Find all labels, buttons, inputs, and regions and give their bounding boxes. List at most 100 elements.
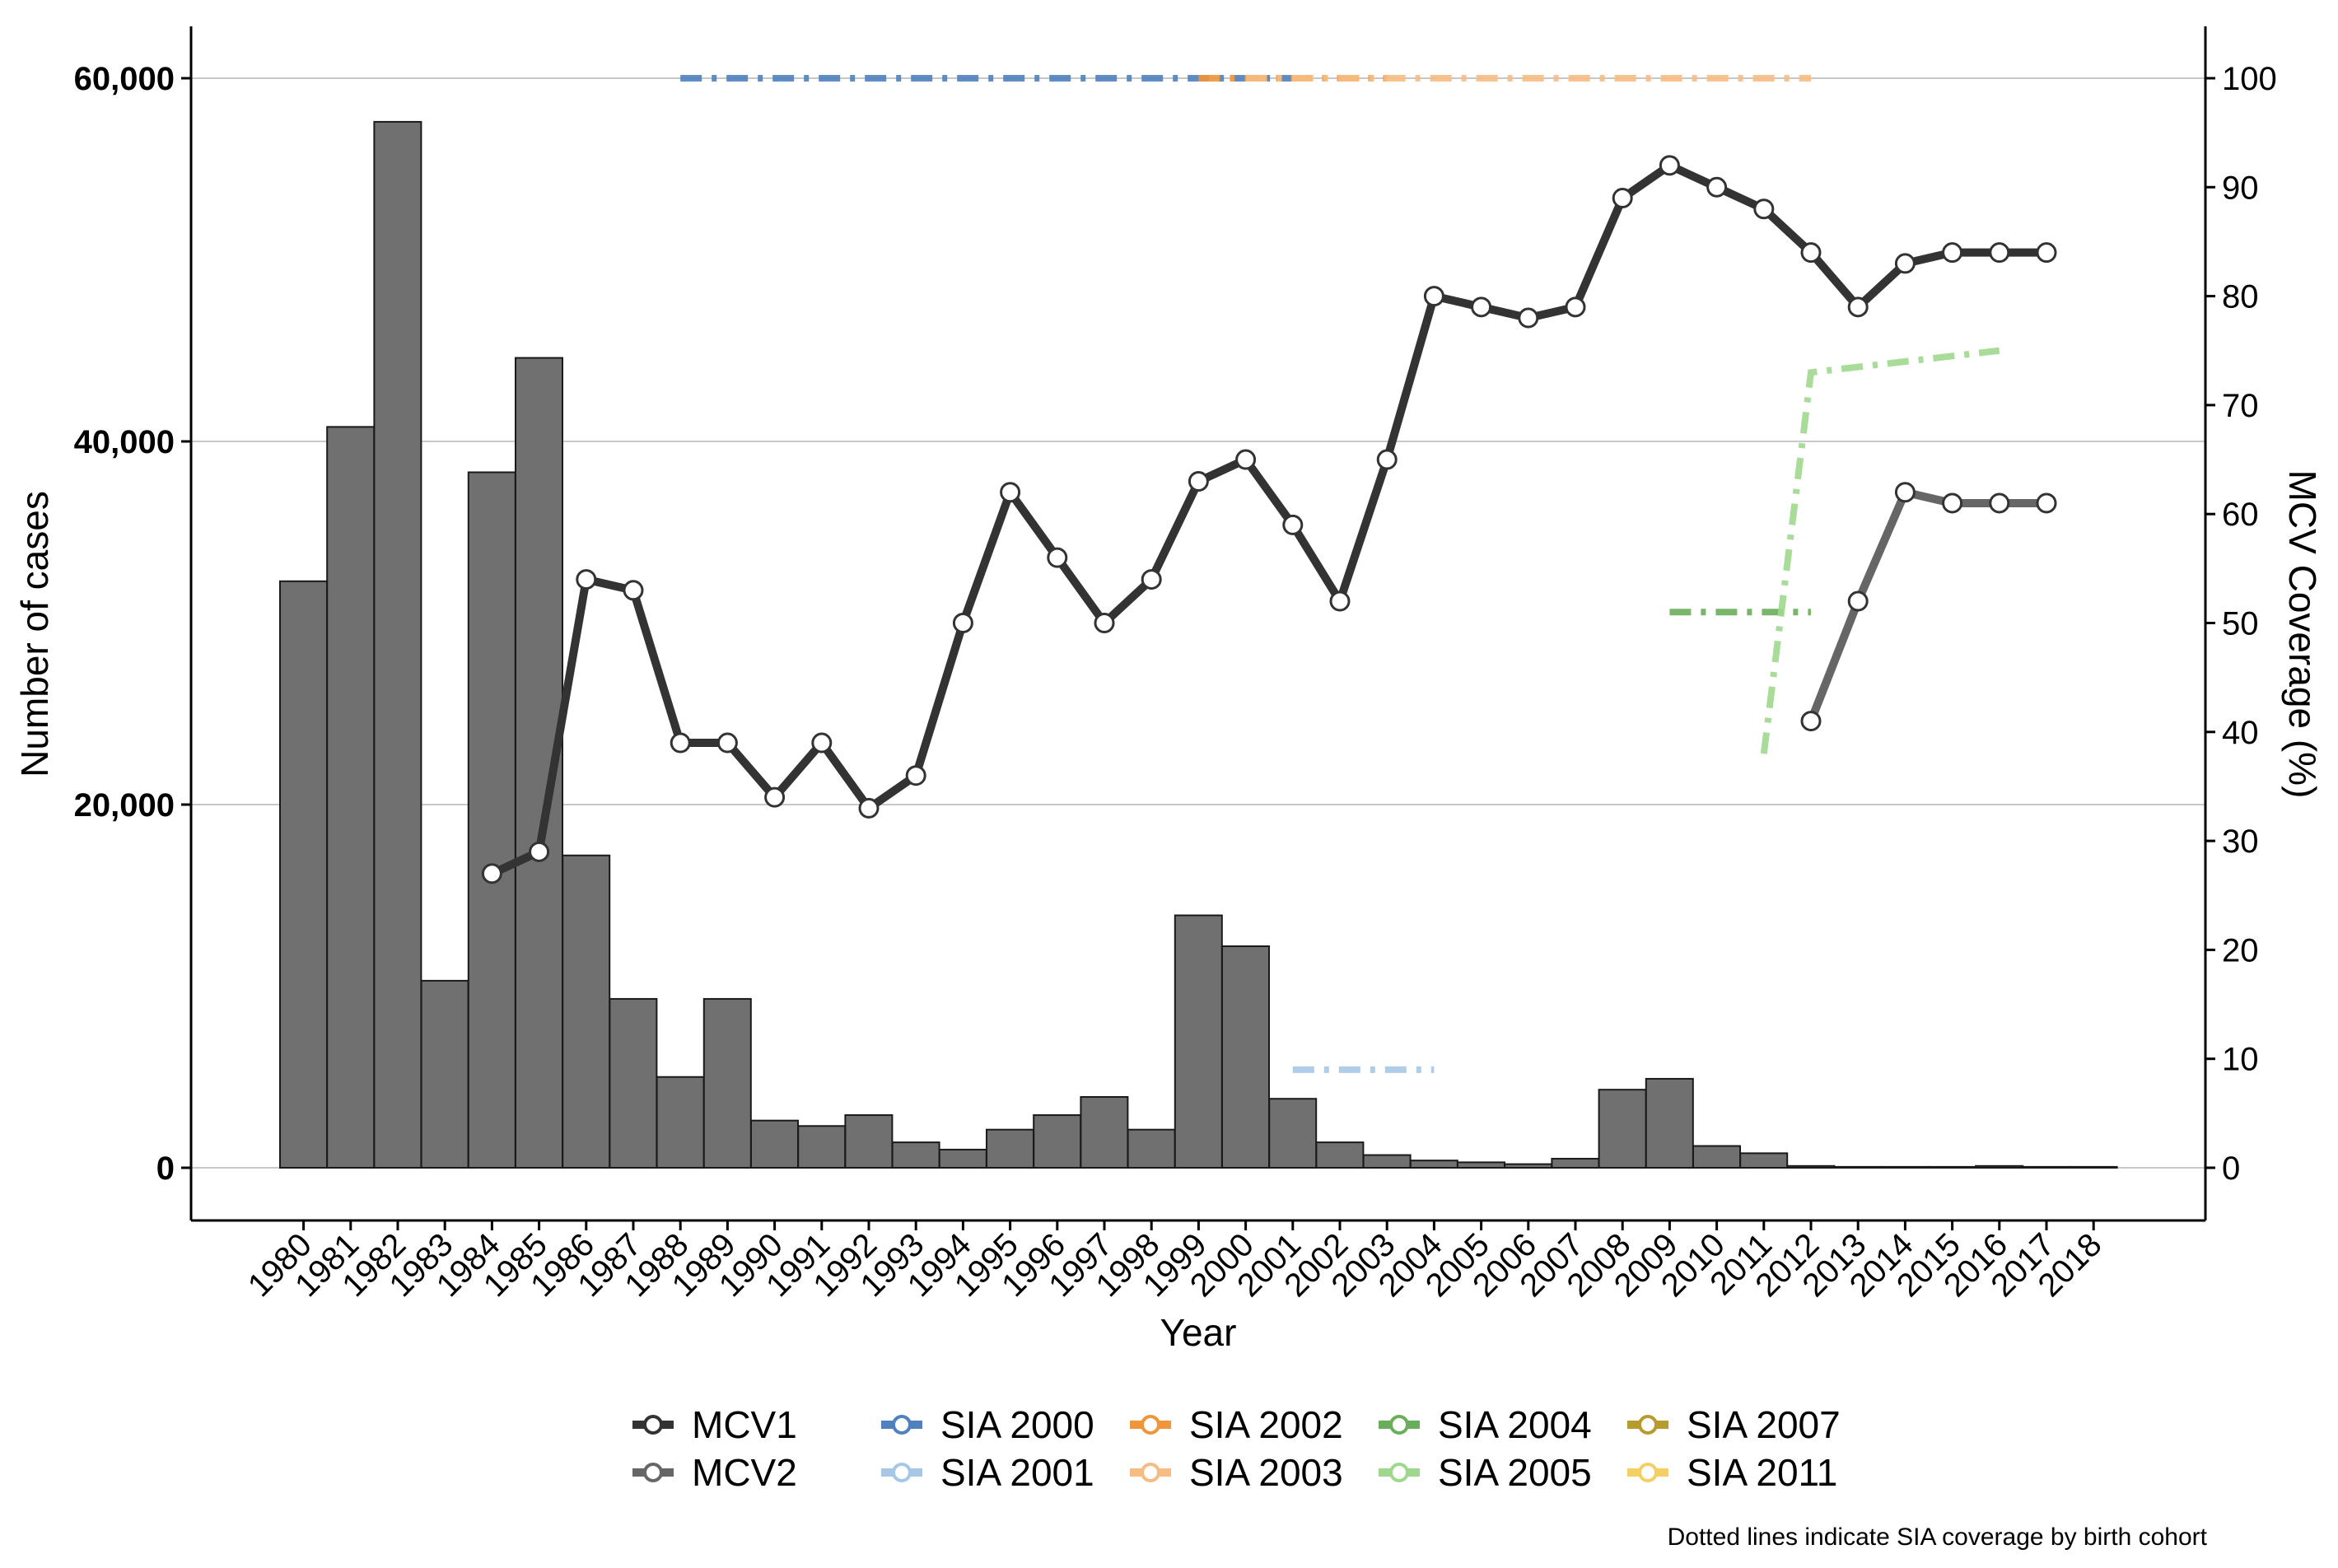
bar	[2069, 1165, 2118, 1169]
bar	[1409, 1160, 1458, 1169]
bar	[1880, 1165, 1930, 1169]
bar	[1692, 1145, 1741, 1169]
data-point	[1047, 547, 1068, 568]
data-point	[858, 797, 880, 819]
legend-marker	[1389, 1415, 1409, 1435]
sia-line	[1760, 347, 2000, 754]
y2-tick-label: 60	[2222, 497, 2259, 533]
coverage-line	[1807, 488, 2046, 723]
legend-marker	[1141, 1463, 1160, 1482]
legend-marker	[643, 1463, 663, 1482]
bar	[1033, 1114, 1082, 1169]
legend-label: SIA 2011	[1687, 1451, 1837, 1494]
legend-item: SIA 2001	[881, 1451, 1094, 1494]
y2-tick-label: 50	[2222, 606, 2259, 642]
bar	[373, 120, 422, 1169]
bar	[326, 426, 376, 1169]
y-tick-label: 40,000	[74, 424, 175, 460]
data-point	[1329, 590, 1351, 612]
data-point	[1894, 253, 1916, 274]
legend-item: SIA 2007	[1627, 1403, 1841, 1446]
y-axis-title: Number of cases	[13, 491, 56, 777]
bar	[1174, 914, 1223, 1169]
legend-item: SIA 2003	[1130, 1451, 1343, 1494]
data-point	[1000, 482, 1021, 503]
data-point	[1094, 613, 1115, 633]
legend-label: MCV2	[692, 1451, 797, 1494]
bar	[2022, 1165, 2071, 1169]
legend-marker	[892, 1463, 912, 1482]
coverage-line	[490, 161, 2046, 878]
bar	[609, 997, 658, 1169]
footnote: Dotted lines indicate SIA coverage by bi…	[1668, 1524, 2208, 1551]
bar	[467, 471, 516, 1169]
legend-marker	[643, 1415, 663, 1435]
bar	[1221, 945, 1270, 1169]
bar	[891, 1141, 940, 1169]
bar	[750, 1119, 799, 1169]
bar	[1598, 1089, 1647, 1169]
bar	[1457, 1161, 1505, 1169]
bar	[986, 1128, 1034, 1169]
y2-tick-label: 40	[2222, 715, 2259, 751]
x-axis-title: Year	[1160, 1311, 1237, 1354]
sia-lines	[680, 75, 2000, 1073]
y2-tick-label: 100	[2222, 61, 2277, 97]
bar	[1080, 1096, 1129, 1169]
legend-label: SIA 2002	[1189, 1403, 1343, 1446]
bar	[1362, 1154, 1412, 1169]
data-point	[1612, 188, 1633, 209]
y2-tick-label: 0	[2222, 1150, 2240, 1187]
coverage-lines	[481, 155, 2057, 884]
data-point	[670, 732, 691, 754]
legend-label: SIA 2003	[1189, 1451, 1343, 1494]
bar	[1833, 1165, 1883, 1169]
legend: MCV1 SIA 2000 SIA 2002 SIA 2004 SIA 2007 MCV2…	[632, 1403, 1841, 1494]
legend-marker	[1638, 1415, 1658, 1435]
y-tick-label: 60,000	[74, 61, 175, 97]
data-point	[1942, 492, 1963, 514]
data-point	[2036, 242, 2057, 264]
legend-item: MCV2	[632, 1451, 797, 1494]
y2-tick-label: 80	[2222, 279, 2259, 315]
bar	[1645, 1077, 1694, 1169]
y2-tick-label: 70	[2222, 388, 2259, 424]
data-point	[576, 569, 597, 590]
y-tick-label: 20,000	[74, 787, 175, 824]
bar	[1975, 1164, 2024, 1169]
legend-marker	[1389, 1463, 1409, 1482]
bar	[1786, 1164, 1836, 1169]
data-point	[1376, 449, 1398, 470]
y2-tick-label: 90	[2222, 170, 2259, 206]
legend-item: SIA 2000	[881, 1403, 1094, 1446]
bar	[1315, 1141, 1365, 1169]
data-point	[1235, 449, 1257, 470]
bar	[938, 1148, 987, 1169]
data-point	[1800, 711, 1822, 732]
data-point	[623, 580, 644, 601]
legend-label: SIA 2007	[1687, 1403, 1841, 1446]
data-point	[2036, 492, 2057, 514]
y2-tick-label: 10	[2222, 1042, 2259, 1078]
bar	[1268, 1098, 1318, 1169]
legend-marker	[892, 1415, 912, 1435]
legend-item: MCV1	[632, 1403, 797, 1446]
data-point	[1518, 307, 1539, 329]
data-point	[1141, 569, 1162, 590]
legend-label: SIA 2005	[1438, 1451, 1592, 1494]
legend-marker	[1638, 1463, 1658, 1482]
legend-item: SIA 2011	[1627, 1451, 1837, 1494]
data-point	[1847, 296, 1869, 318]
data-point	[1423, 286, 1444, 307]
bar	[797, 1125, 847, 1169]
data-point	[1659, 155, 1680, 176]
bar	[562, 854, 611, 1169]
data-point	[1800, 242, 1822, 264]
data-point	[905, 765, 926, 786]
data-point	[529, 841, 550, 862]
data-point	[1188, 471, 1209, 492]
data-point	[764, 786, 786, 808]
legend-item: SIA 2004	[1379, 1403, 1592, 1446]
